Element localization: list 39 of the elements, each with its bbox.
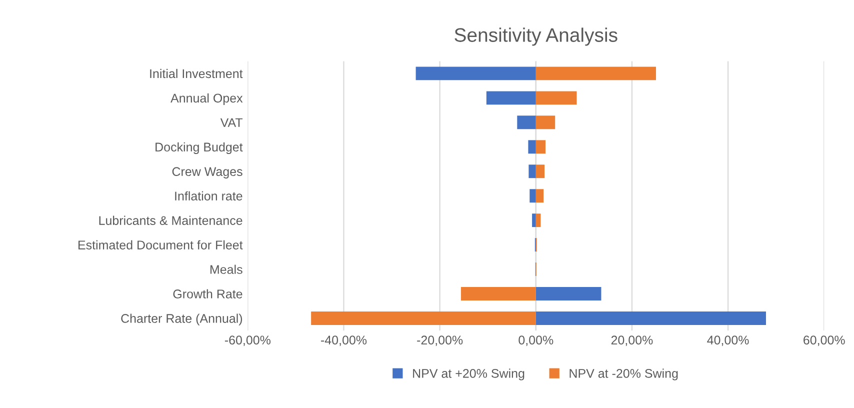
bar (486, 91, 536, 105)
x-tick-label: 60,00% (804, 336, 845, 346)
x-tick-label: 40,00% (707, 336, 749, 346)
x-tick-label: -20,00% (417, 336, 463, 346)
bar (460, 287, 536, 300)
legend-label: NPV at -20% Swing (570, 368, 678, 380)
bar (536, 214, 541, 228)
bar (536, 140, 546, 154)
y-tick-label: Growth Rate (173, 289, 242, 298)
y-tick-label: VAT (220, 118, 243, 127)
y-tick-label: Docking Budget (156, 142, 243, 154)
bar (536, 164, 545, 178)
bar (530, 189, 536, 203)
bar (517, 116, 536, 130)
bar (416, 66, 536, 80)
bar (536, 287, 602, 300)
x-tick-label: 20,00% (611, 336, 653, 346)
chart-title: Sensitivity Analysis (454, 28, 618, 46)
bar (528, 164, 536, 178)
y-tick-label: Inflation rate (175, 191, 242, 200)
x-tick-label: -40,00% (321, 336, 367, 346)
y-tick-label: Initial Investment (150, 68, 243, 78)
bar (536, 189, 544, 203)
y-tick-label: Charter Rate (Annual) (121, 314, 242, 326)
bar (536, 312, 766, 325)
y-tick-label: Lubricants & Maintenance (99, 216, 242, 225)
x-tick-label: -60,00% (224, 336, 270, 346)
y-tick-label: Crew Wages (172, 167, 242, 178)
bar (528, 140, 536, 154)
y-tick-label: Estimated Document for Fleet (78, 240, 243, 250)
bar (536, 91, 577, 105)
legend-label: NPV at +20% Swing (413, 368, 524, 380)
y-tick-label: Meals (210, 264, 242, 274)
x-tick-label: 0,00% (518, 336, 554, 346)
bar (536, 66, 656, 80)
bar (536, 116, 556, 130)
bar (311, 312, 536, 325)
y-tick-label: Annual Opex (170, 93, 243, 106)
bar (532, 214, 536, 228)
